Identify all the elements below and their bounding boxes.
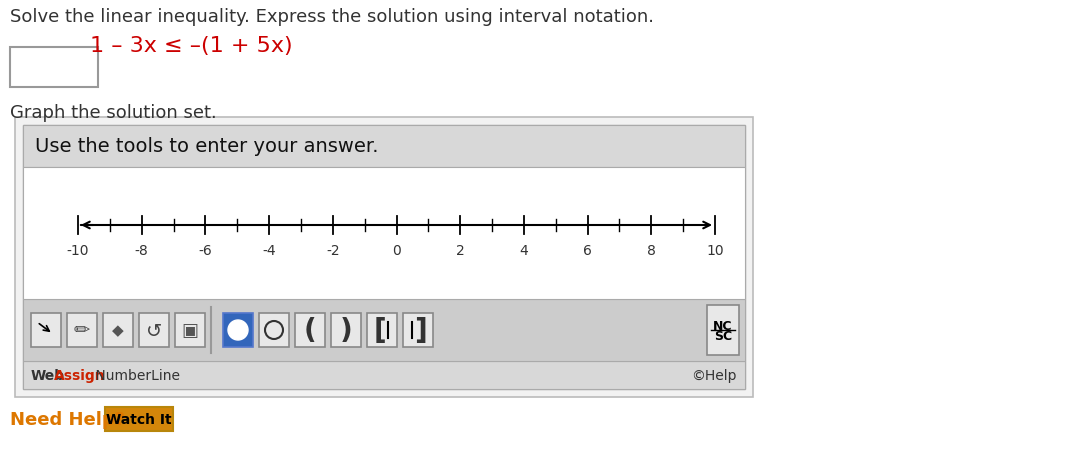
Text: ▣: ▣ [182,321,199,339]
Bar [707,305,739,355]
Bar [23,361,745,389]
Text: ]: ] [413,316,426,344]
Bar [223,313,253,347]
Text: -4: -4 [262,243,276,258]
Text: -10: -10 [67,243,89,258]
Text: -2: -2 [326,243,339,258]
Bar [367,313,397,347]
Text: Need Help?: Need Help? [10,410,126,428]
Text: NumberLine: NumberLine [91,368,180,382]
Bar [15,118,753,397]
Text: (: ( [304,316,317,344]
Text: ✏: ✏ [74,321,90,340]
Bar [331,313,361,347]
Text: ↺: ↺ [146,321,162,340]
Text: [: [ [374,316,387,344]
Text: -8: -8 [135,243,148,258]
Text: 6: 6 [583,243,592,258]
Text: 10: 10 [707,243,724,258]
Text: 0: 0 [392,243,401,258]
Text: ): ) [339,316,352,344]
Text: Watch It: Watch It [106,412,172,426]
Text: 4: 4 [520,243,528,258]
Bar [67,313,97,347]
Text: Web: Web [31,368,66,382]
Bar [105,407,173,431]
Text: 8: 8 [647,243,656,258]
Text: SC: SC [714,330,732,343]
Text: Use the tools to enter your answer.: Use the tools to enter your answer. [35,137,378,156]
Bar [403,313,433,347]
Bar [295,313,325,347]
Text: NC: NC [713,319,732,332]
Bar [31,313,61,347]
Text: ◆: ◆ [112,323,124,338]
Text: Graph the solution set.: Graph the solution set. [10,104,217,122]
Bar [23,299,745,361]
Bar [175,313,205,347]
Bar [103,313,133,347]
Text: Assign: Assign [54,368,105,382]
Text: 2: 2 [455,243,465,258]
Text: Solve the linear inequality. Express the solution using interval notation.: Solve the linear inequality. Express the… [10,8,654,26]
Bar [139,313,169,347]
Text: -6: -6 [199,243,213,258]
Bar [23,126,745,167]
Circle shape [228,320,248,340]
Text: 1 – 3x ≤ –(1 + 5x): 1 – 3x ≤ –(1 + 5x) [90,36,292,56]
Text: ©Help: ©Help [692,368,737,382]
Bar [10,48,98,88]
Bar [23,126,745,389]
Bar [23,167,745,299]
Bar [259,313,289,347]
